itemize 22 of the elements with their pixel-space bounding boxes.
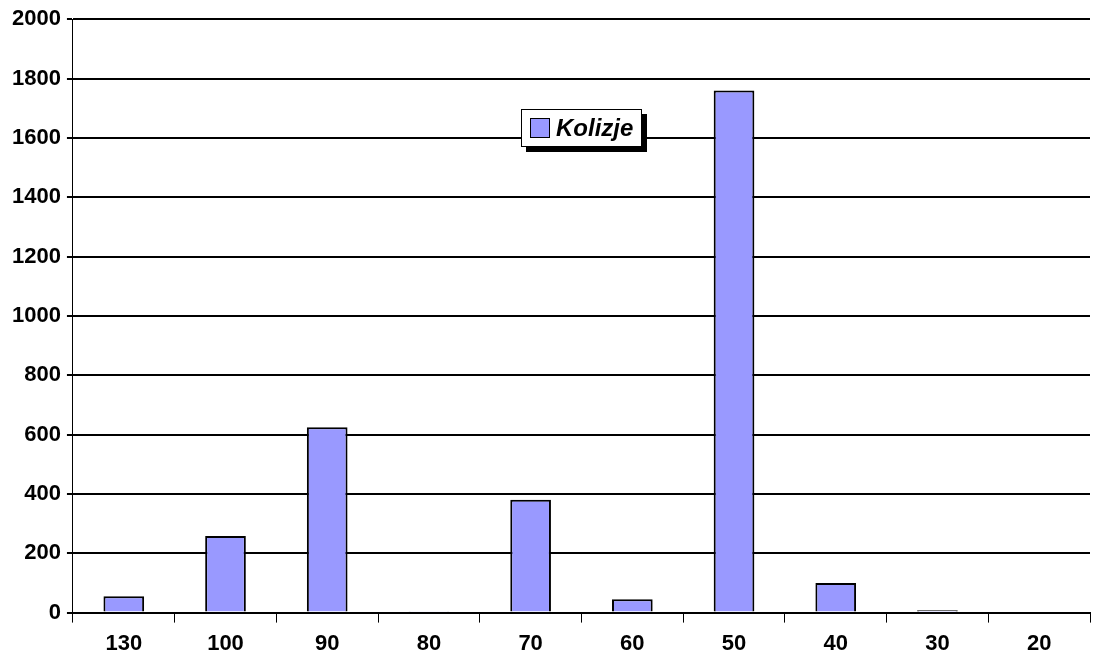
x-tick-label: 30 (925, 629, 950, 655)
x-tick-label: 100 (207, 629, 244, 655)
x-tick-label: 50 (721, 629, 747, 655)
y-tick-label: 200 (24, 539, 61, 565)
x-tick-label: 70 (518, 629, 543, 655)
y-tick-label: 2000 (11, 5, 61, 31)
y-tick-label: 1200 (11, 242, 61, 268)
x-tick-label: 90 (314, 629, 340, 655)
x-tick-label: 40 (823, 629, 848, 655)
y-tick-label: 1000 (11, 301, 61, 327)
y-tick-label: 1600 (11, 123, 61, 149)
y-tick-label: 1800 (11, 64, 61, 90)
x-tick-label: 130 (105, 629, 143, 655)
x-tick-label: 60 (620, 629, 645, 655)
y-tick-label: 800 (24, 361, 61, 387)
y-tick-label: 600 (24, 420, 61, 446)
y-tick-label: 1400 (11, 183, 61, 209)
y-tick-label: 0 (48, 598, 61, 624)
legend-label: Kolizje (555, 114, 634, 143)
x-tick-label: 20 (1026, 629, 1052, 655)
y-tick-label: 400 (24, 479, 61, 505)
x-tick-label: 80 (416, 629, 442, 655)
